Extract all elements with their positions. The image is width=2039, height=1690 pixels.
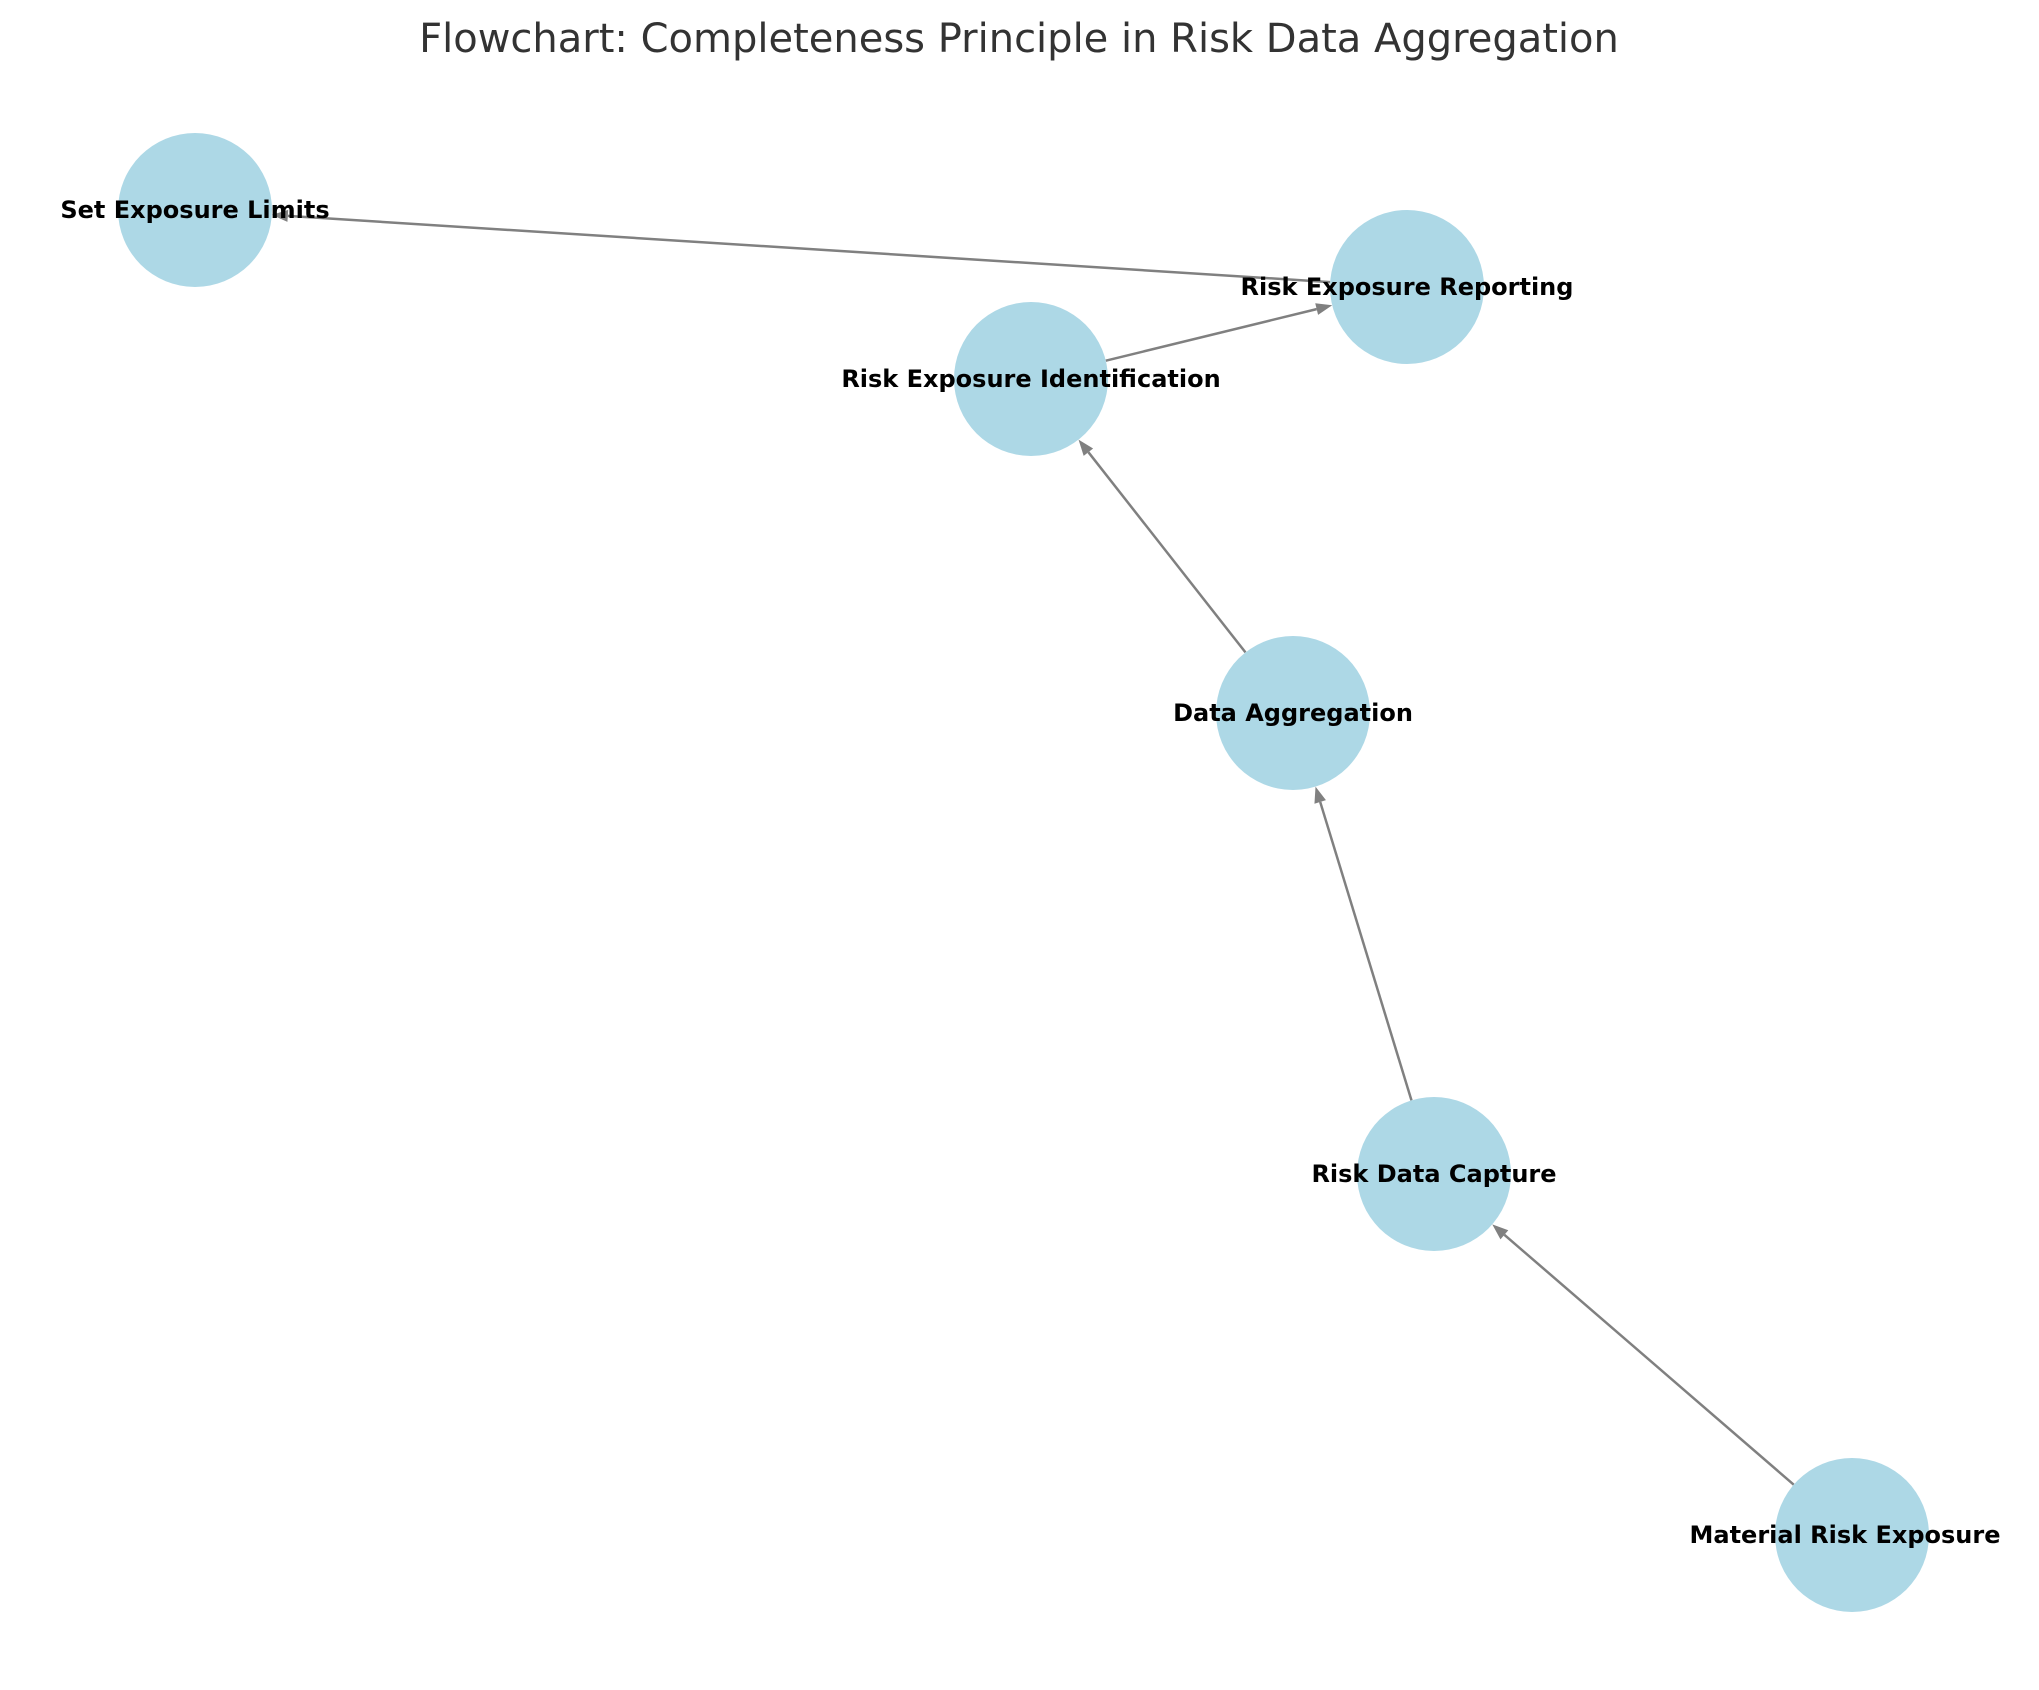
node-risk-exposure-identification: Risk Exposure Identification (841, 302, 1221, 456)
node-label: Material Risk Exposure (1689, 1521, 2000, 1549)
edge-material-to-capture (1492, 1224, 1795, 1486)
edge-line (1319, 801, 1413, 1101)
node-circle (1357, 1097, 1511, 1251)
edge-line (1503, 1233, 1795, 1486)
nodes-layer: Set Exposure Limits Risk Exposure Report… (60, 133, 2001, 1612)
edge-line (1105, 307, 1317, 362)
node-risk-exposure-reporting: Risk Exposure Reporting (1241, 210, 1574, 364)
node-circle (118, 133, 272, 287)
arrow-head-icon (1492, 1224, 1509, 1240)
edge-line (1087, 451, 1247, 654)
edge-aggregation-to-identification (1078, 439, 1247, 654)
edge-capture-to-aggregation (1314, 786, 1413, 1101)
node-label: Risk Exposure Identification (841, 365, 1220, 393)
edge-identification-to-reporting (1105, 303, 1333, 362)
diagram-title: Flowchart: Completeness Principle in Ris… (419, 16, 1619, 62)
node-risk-data-capture: Risk Data Capture (1311, 1097, 1557, 1251)
edge-line (287, 214, 1331, 284)
node-label: Set Exposure Limits (60, 196, 329, 224)
node-label: Data Aggregation (1173, 699, 1413, 727)
arrow-head-icon (271, 209, 289, 222)
node-label: Risk Exposure Reporting (1241, 273, 1574, 301)
node-circle (954, 302, 1108, 456)
edges-layer (271, 209, 1795, 1486)
arrow-head-icon (1315, 303, 1333, 315)
node-label: Risk Data Capture (1311, 1160, 1556, 1188)
node-circle (1330, 210, 1484, 364)
node-set-exposure-limits: Set Exposure Limits (60, 133, 330, 287)
node-data-aggregation: Data Aggregation (1173, 636, 1413, 790)
node-circle (1775, 1458, 1929, 1612)
arrow-head-icon (1314, 786, 1326, 804)
node-circle (1216, 636, 1370, 790)
edge-reporting-to-set-limits (271, 209, 1331, 284)
arrow-head-icon (1078, 439, 1094, 456)
node-material-risk-exposure: Material Risk Exposure (1689, 1458, 2001, 1612)
